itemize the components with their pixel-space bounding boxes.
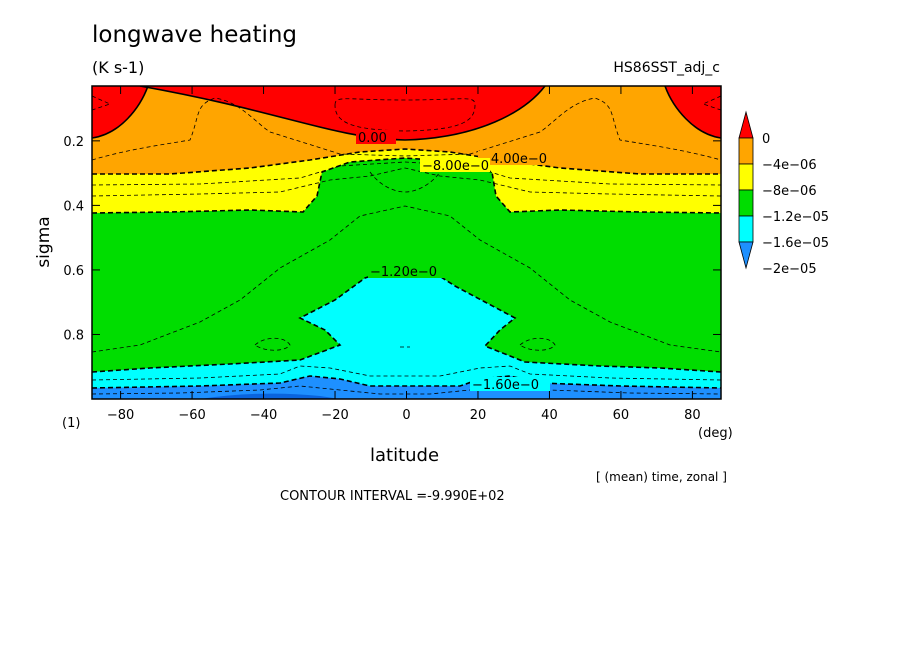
thin-contour xyxy=(92,205,721,353)
thin-contour xyxy=(92,385,721,395)
colorbar-label: −1.2e−05 xyxy=(762,210,829,225)
colorbar-box xyxy=(738,163,754,191)
colorbar-label: −8e−06 xyxy=(762,184,817,199)
y-tick-label: 0.8 xyxy=(63,328,84,343)
thin-contour xyxy=(334,98,476,132)
units-label: (K s-1) xyxy=(92,58,145,77)
x-tick-label: −60 xyxy=(178,408,205,423)
colorbar-top-arrow xyxy=(738,110,754,139)
colorbar-bottom-arrow xyxy=(738,241,754,270)
x-tick-label: 0 xyxy=(402,408,410,423)
panel-id: (1) xyxy=(62,416,81,431)
colorbar-label: −4e−06 xyxy=(762,158,817,173)
thin-contour xyxy=(92,161,721,186)
band-darker-bottom xyxy=(200,393,340,399)
contour-zero-left xyxy=(92,86,149,139)
band-zero-right-pole xyxy=(665,86,721,138)
x-tick-label: −80 xyxy=(107,408,134,423)
colorbar-box xyxy=(738,215,754,243)
contour-label: −1.20e−0 xyxy=(370,265,437,280)
y-tick-label: 0.6 xyxy=(63,264,84,279)
x-tick-label: −40 xyxy=(250,408,277,423)
contour-label: 0.00 xyxy=(358,131,387,146)
contour-label: −1.60e−0 xyxy=(472,378,539,393)
y-tick-label: 0.2 xyxy=(63,135,84,150)
x-axis-unit: (deg) xyxy=(698,426,733,441)
filled-contours xyxy=(92,86,721,399)
colorbar: 0 −4e−06 −8e−06 −1.2e−05 −1.6e−05 −2e−05 xyxy=(738,110,829,277)
colorbar-box xyxy=(738,189,754,217)
x-tick-label: 40 xyxy=(541,408,558,423)
band-minus-1.2e-05-to-1.6e-05 xyxy=(92,270,721,399)
thin-contour xyxy=(92,97,721,161)
x-axis-label: latitude xyxy=(370,445,440,466)
contour-interval-label: CONTOUR INTERVAL =-9.990E+02 xyxy=(280,489,505,504)
contour-label: −4.00e−0 xyxy=(480,152,547,167)
thin-contour xyxy=(519,337,556,351)
colorbar-label: −2e−05 xyxy=(762,262,817,277)
contour-zero-right xyxy=(664,86,721,139)
x-tick-label: 20 xyxy=(470,408,487,423)
y-axis: 0.2 0.4 0.6 0.8 xyxy=(63,135,721,343)
chart-title: longwave heating xyxy=(92,22,298,48)
thin-contour xyxy=(254,337,291,351)
colorbar-label: 0 xyxy=(762,132,770,147)
contour-labels: 0.00 −4.00e−0 −8.00e−0 −1.20e−0 −1.60e−0 xyxy=(356,130,550,393)
dataset-label: HS86SST_adj_c xyxy=(613,60,720,76)
band-below-minus-1.6e-05 xyxy=(92,376,721,399)
thin-contours xyxy=(92,95,721,395)
x-tick-label: 60 xyxy=(613,408,630,423)
averaging-label: [ (mean) time, zonal ] xyxy=(596,470,727,484)
x-tick-label: 80 xyxy=(684,408,701,423)
thin-contour xyxy=(92,365,721,381)
contour-minus-1.6e-05-line xyxy=(92,375,721,389)
colorbar-label: −1.6e−05 xyxy=(762,236,829,251)
x-tick-label: −20 xyxy=(321,408,348,423)
contour-label: −8.00e−0 xyxy=(422,159,489,174)
colorbar-box xyxy=(738,137,754,165)
contour-minus-4e-06-line xyxy=(92,148,721,175)
contour-minus-1.2e-05-line xyxy=(92,269,721,373)
thin-contour xyxy=(92,167,721,197)
thin-contour xyxy=(369,171,441,193)
y-tick-label: 0.4 xyxy=(63,199,84,214)
x-axis: −80 −60 −40 −20 0 20 40 60 80 xyxy=(107,86,701,423)
band-zero-left-pole xyxy=(92,86,148,138)
